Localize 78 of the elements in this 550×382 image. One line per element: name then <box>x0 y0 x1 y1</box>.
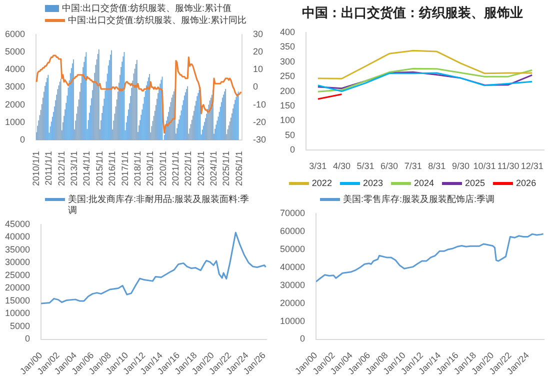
chart-title: 中国：出口交货值：纺织服装、服饰业 <box>301 4 524 22</box>
x-tick-label: 6/30 <box>380 161 398 172</box>
x-tick-label: 2017/1/1 <box>120 150 130 186</box>
y-tick-label: 35000 <box>4 244 30 254</box>
y-tick-label: 25000 <box>4 270 30 280</box>
y-tick-label: 150 <box>280 100 296 111</box>
y-tick-label: 350 <box>280 42 296 52</box>
y2-tick-label: -10 <box>252 99 266 110</box>
y-tick-label: 0 <box>25 334 30 344</box>
y2-tick-label: 0 <box>252 82 258 92</box>
y2-tick-label: -30 <box>252 134 266 144</box>
y-tick-label: 10000 <box>4 308 30 318</box>
y-tick-label: 50 <box>285 130 296 140</box>
legend-label: 2026 <box>516 178 536 189</box>
y-tick-label: 15000 <box>4 295 30 306</box>
x-tick-label: 2015/1/1 <box>94 150 104 186</box>
x-tick-label: 2016/1/1 <box>107 150 118 186</box>
y-tick-label: 4000 <box>4 64 26 74</box>
x-tick-label: 2019/1/1 <box>145 150 156 186</box>
legend-label: 美国:零售库存:服装及服装配饰店:季调 <box>343 194 495 205</box>
y-tick-label: 6000 <box>4 28 26 39</box>
x-tick-label: 11/30 <box>497 161 520 172</box>
x-tick-label: 2023/1/1 <box>196 150 206 186</box>
x-tick-label: 9/30 <box>452 161 470 172</box>
legend-label: 2023 <box>362 178 383 189</box>
x-tick-label: 2018/1/1 <box>132 150 142 186</box>
y-tick-label: 50000 <box>280 244 306 254</box>
legend-label: 2024 <box>414 178 434 189</box>
y-tick-label: 400 <box>280 26 296 37</box>
y-tick-label: 20000 <box>4 282 30 293</box>
x-tick-label: 4/30 <box>332 161 350 172</box>
y-tick-label: 300 <box>280 56 296 66</box>
y2-tick-label: -20 <box>252 116 266 127</box>
x-tick-label: 2012/1/1 <box>56 150 66 186</box>
y-tick-label: 40000 <box>4 232 30 242</box>
x-tick-label: 2020/1/1 <box>158 150 168 186</box>
legend-label: 2025 <box>465 178 486 189</box>
x-tick-label: 2013/1/1 <box>69 150 80 186</box>
y-tick-label: 40000 <box>280 262 306 272</box>
y-tick-label: 30000 <box>280 280 306 290</box>
x-tick-label: 3/31 <box>309 161 327 172</box>
y-tick-label: 0 <box>20 134 26 144</box>
y-tick-label: 3000 <box>4 82 26 92</box>
x-tick-label: 2021/1/1 <box>170 150 180 186</box>
y-tick-label: 5000 <box>10 320 30 331</box>
y-tick-label: 250 <box>280 71 296 82</box>
x-tick-label: 2025/1/1 <box>221 150 232 186</box>
legend-label: 中国:出口交货值:纺织服装、服饰业:累计同比 <box>68 15 247 26</box>
x-tick-label: 2010/1/1 <box>31 150 42 186</box>
y-tick-label: 20000 <box>280 298 306 308</box>
x-tick-label: 10/31 <box>473 161 496 172</box>
y-tick-label: 0 <box>290 144 296 155</box>
y-tick-label: 70000 <box>280 208 306 218</box>
y-tick-label: 60000 <box>280 226 306 236</box>
y-tick-label: 100 <box>280 115 296 126</box>
y-tick-label: 30000 <box>4 257 30 268</box>
y-tick-label: 5000 <box>4 46 26 56</box>
legend-label: 2022 <box>312 178 332 189</box>
y-tick-label: 1000 <box>4 116 26 127</box>
x-tick-label: 8/31 <box>428 161 446 172</box>
x-tick-label: 5/31 <box>356 161 374 172</box>
y2-tick-label: 20 <box>252 46 264 56</box>
y2-tick-label: 10 <box>252 64 264 74</box>
x-tick-label: 2014/1/1 <box>82 150 92 186</box>
x-tick-label: 7/31 <box>404 161 422 172</box>
y-tick-label: 10000 <box>280 316 306 326</box>
x-tick-label: 2011/1/1 <box>44 150 54 186</box>
y-tick-label: 2000 <box>4 99 26 110</box>
y-tick-label: 45000 <box>4 218 30 229</box>
x-tick-label: 12/31 <box>520 161 544 172</box>
legend-label: 中国:出口交货值:纺织服装、服饰业:累计值 <box>62 3 232 14</box>
x-tick-label: 2022/1/1 <box>183 150 194 186</box>
x-tick-label: 2026/1/1 <box>234 150 244 186</box>
x-tick-label: 2024/1/1 <box>208 150 218 186</box>
y-tick-label: 200 <box>280 86 296 96</box>
y-tick-label: 0 <box>300 334 306 344</box>
legend-label: 美国:批发商库存:非耐用品:服装及服装面料:季调 <box>68 194 250 216</box>
y2-tick-label: 30 <box>252 28 264 39</box>
